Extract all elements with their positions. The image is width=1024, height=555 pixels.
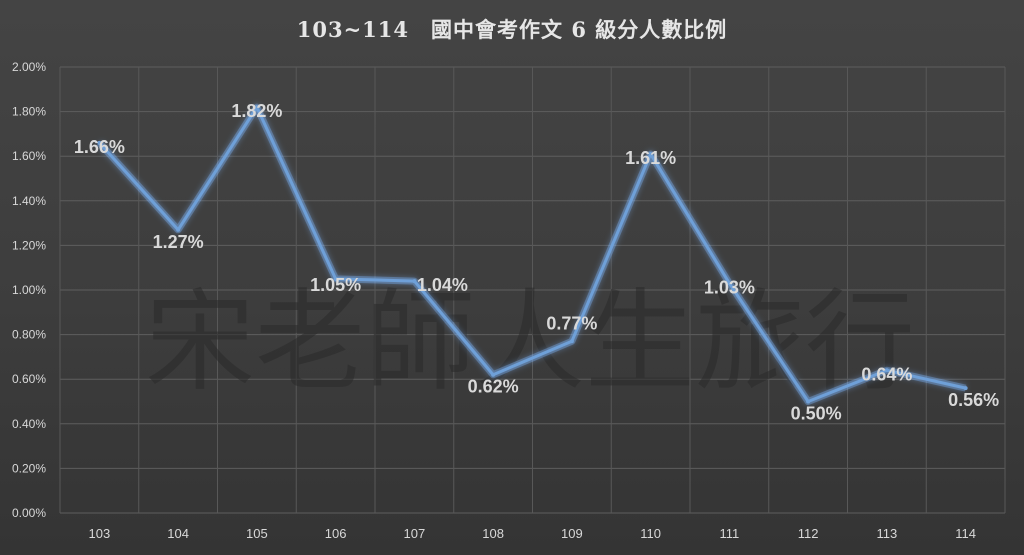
data-point [176, 227, 181, 232]
x-tick-label: 107 [404, 526, 426, 541]
y-tick-label: 1.20% [12, 238, 46, 252]
data-label: 1.04% [417, 275, 468, 295]
x-axis-ticks: 103 104 105 106 107 108 109 110 111 112 113 114 [89, 526, 976, 541]
x-tick-label: 104 [167, 526, 189, 541]
x-tick-label: 103 [89, 526, 111, 541]
data-labels: 1.66% 1.27% 1.82% 1.05% 1.04% 0.62% 0.77% 1.61%… [74, 101, 999, 423]
data-label: 0.77% [546, 313, 597, 333]
data-point [806, 399, 811, 404]
y-axis-ticks: 0.00% 0.20% 0.40% 0.60% 0.80% 1.00% 1.20% 1.40%… [12, 60, 46, 520]
data-label: 1.82% [231, 101, 282, 121]
data-label: 1.05% [310, 275, 361, 295]
data-point [648, 151, 653, 156]
data-label: 0.62% [468, 377, 519, 397]
y-tick-label: 1.60% [12, 149, 46, 163]
grid-lines [59, 66, 1006, 514]
data-label: 1.66% [74, 137, 125, 157]
x-tick-label: 110 [640, 526, 661, 541]
x-tick-label: 113 [877, 526, 898, 541]
data-point [884, 368, 889, 373]
x-tick-label: 114 [955, 526, 976, 541]
data-point [963, 386, 968, 391]
data-point [333, 276, 338, 281]
data-point [491, 372, 496, 377]
y-tick-label: 2.00% [12, 60, 46, 74]
data-label: 0.64% [861, 364, 912, 384]
data-label: 0.50% [791, 404, 842, 424]
data-label: 1.61% [625, 148, 676, 168]
x-tick-label: 105 [246, 526, 268, 541]
chart-title: 103~114 國中會考作文 6 級分人數比例 [296, 17, 728, 42]
y-tick-label: 0.00% [12, 506, 46, 520]
data-label: 0.56% [948, 390, 999, 410]
series-line-group [96, 103, 968, 405]
data-point [412, 279, 417, 284]
y-tick-label: 0.80% [12, 328, 46, 342]
data-point [727, 281, 732, 286]
x-tick-label: 106 [325, 526, 347, 541]
watermark-text: 宋老師人生旅行 [145, 278, 915, 406]
y-tick-label: 1.80% [12, 105, 46, 119]
x-tick-label: 109 [561, 526, 583, 541]
y-tick-label: 1.00% [12, 283, 46, 297]
y-tick-label: 0.60% [12, 372, 46, 386]
data-label: 1.27% [153, 232, 204, 252]
x-tick-label: 108 [482, 526, 504, 541]
x-tick-label: 111 [719, 526, 739, 541]
data-label: 1.03% [704, 277, 755, 297]
y-tick-label: 1.40% [12, 194, 46, 208]
data-point [97, 140, 102, 145]
series-line [98, 105, 966, 403]
data-point [569, 339, 574, 344]
x-tick-label: 112 [798, 526, 819, 541]
y-tick-label: 0.40% [12, 417, 46, 431]
data-point [254, 105, 259, 110]
y-tick-label: 0.20% [12, 461, 46, 475]
